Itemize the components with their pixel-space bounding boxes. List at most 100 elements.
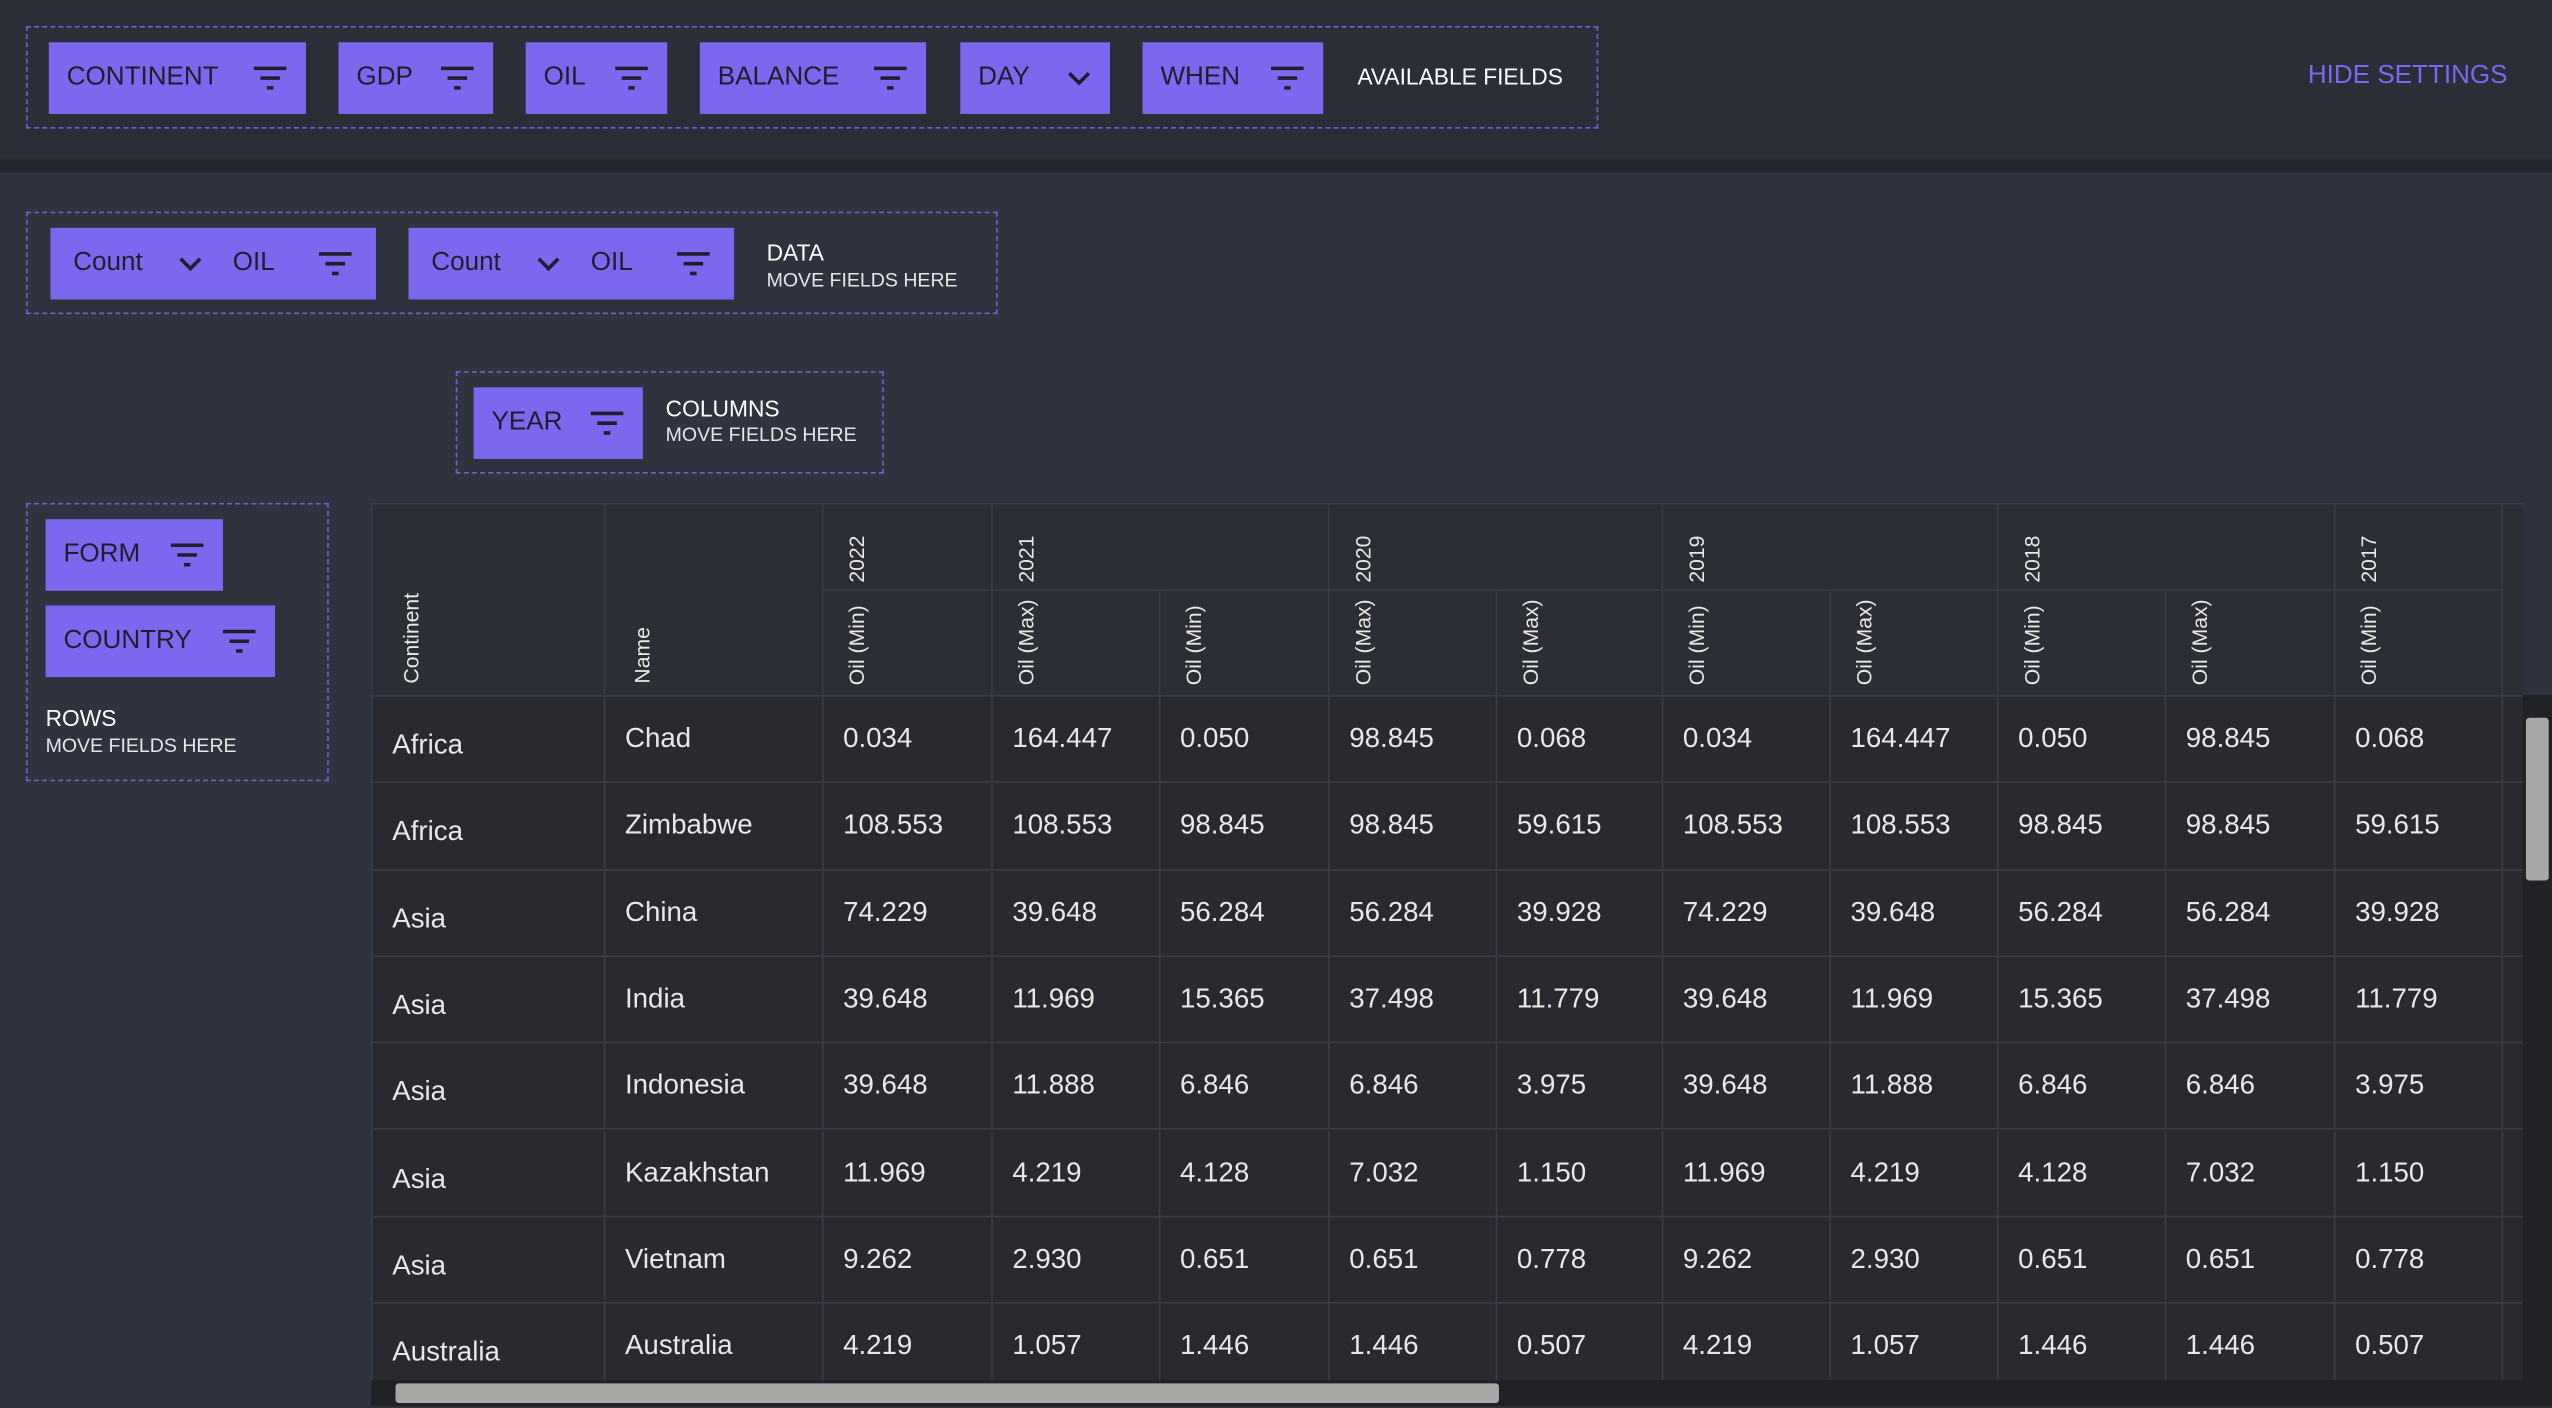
field-chip[interactable]: BALANCE — [699, 42, 927, 114]
value-cell: 74.229 — [823, 870, 993, 957]
year-header: 2019 — [1663, 504, 1999, 591]
year-label: 2017 — [2356, 535, 2382, 583]
year-header: 2020 — [1329, 504, 1664, 591]
cell-stub — [2503, 1044, 2523, 1131]
value-cell: 6.846 — [2166, 1043, 2336, 1131]
aggregation: Count — [431, 249, 501, 277]
field-chip[interactable]: DAY — [960, 42, 1110, 114]
value-cell: 0.068 — [2335, 696, 2504, 784]
value-cell: 2.930 — [1830, 1217, 1999, 1304]
measure-header: Oil (Max) — [992, 590, 1161, 697]
zone-hint: MOVE FIELDS HERE — [45, 734, 237, 757]
value-cell: 56.284 — [1329, 870, 1498, 957]
value-cell: 39.648 — [1830, 870, 1999, 957]
year-label: 2022 — [844, 535, 870, 583]
value-cell: 15.365 — [1160, 956, 1330, 1044]
measure-header: Oil (Min) — [1663, 590, 1831, 697]
value-cell: 0.651 — [1160, 1217, 1330, 1304]
value-cell: 108.553 — [1663, 783, 1831, 871]
value-cell: 4.219 — [1663, 1303, 1831, 1381]
cell-stub — [2503, 870, 2523, 957]
field-name: OIL — [543, 63, 586, 92]
value-cell: 1.446 — [1330, 1303, 1498, 1381]
measure-header: Oil (Max) — [1830, 590, 1999, 697]
value-cell: 39.928 — [1497, 870, 1664, 957]
field-name: DAY — [978, 63, 1030, 92]
data-chip[interactable]: Count OIL — [408, 227, 735, 300]
field-chip[interactable]: FORM — [45, 519, 223, 591]
measure-label: Oil (Max) — [1518, 599, 1543, 686]
value-cell: 11.969 — [992, 956, 1161, 1044]
row-label: Asia — [372, 1130, 606, 1218]
value-cell: 11.969 — [1663, 1130, 1831, 1218]
field-name: WHEN — [1160, 63, 1241, 92]
zone-label: COLUMNS — [665, 395, 780, 422]
cell-stub — [2503, 1304, 2523, 1380]
row-label: China — [605, 870, 824, 957]
rows-zone — [26, 502, 329, 782]
measure-label: Oil (Max) — [1350, 599, 1376, 686]
field-chip[interactable]: WHEN — [1142, 42, 1324, 114]
value-cell: 0.651 — [2166, 1217, 2336, 1304]
value-cell: 37.498 — [2166, 956, 2336, 1044]
field-name: YEAR — [491, 408, 563, 437]
field-chip[interactable]: COUNTRY — [45, 605, 276, 678]
zone-hint: MOVE FIELDS HERE — [665, 423, 857, 446]
row-label: Kazakhstan — [605, 1130, 824, 1218]
aggregation: Count — [73, 249, 143, 277]
cell-stub — [2503, 957, 2523, 1044]
value-cell: 11.969 — [1830, 956, 1999, 1044]
value-cell: 1.150 — [2335, 1130, 2504, 1218]
value-cell: 1.057 — [993, 1303, 1161, 1381]
field-chip[interactable]: OIL — [525, 42, 668, 114]
value-cell: 15.365 — [1998, 956, 2167, 1044]
field-name: COUNTRY — [63, 626, 192, 655]
row-label: Asia — [372, 1043, 606, 1131]
measure-header: Oil (Max) — [2166, 590, 2336, 697]
value-cell: 1.057 — [1831, 1303, 1999, 1381]
value-cell: 39.648 — [1663, 956, 1831, 1044]
value-cell: 0.651 — [1998, 1217, 2167, 1304]
value-cell: 3.975 — [2335, 1043, 2504, 1131]
measure-header: Oil (Min) — [1998, 590, 2167, 697]
value-cell: 3.975 — [1497, 1043, 1664, 1131]
value-cell: 108.553 — [992, 783, 1161, 871]
year-label: 2019 — [1684, 535, 1709, 583]
row-label: Vietnam — [605, 1217, 824, 1304]
value-cell: 6.846 — [1998, 1043, 2167, 1131]
field-chip[interactable]: CONTINENT — [48, 42, 306, 114]
cell-stub — [2503, 1217, 2523, 1304]
field-chip[interactable]: YEAR — [473, 387, 643, 459]
value-cell: 4.219 — [1830, 1130, 1999, 1218]
year-header: 2021 — [992, 504, 1330, 591]
chevron-icon — [537, 257, 560, 272]
value-cell: 0.034 — [1663, 696, 1831, 784]
filter-icon — [318, 252, 352, 276]
cell-stub — [2503, 697, 2523, 784]
hide-settings[interactable]: HIDE SETTINGS — [2307, 61, 2508, 90]
value-cell: 9.262 — [1663, 1217, 1831, 1304]
value-cell: 4.128 — [1160, 1130, 1330, 1218]
data-chip[interactable]: Count OIL — [50, 227, 376, 300]
value-cell: 39.648 — [823, 956, 993, 1044]
value-cell: 56.284 — [2166, 870, 2336, 957]
value-cell: 6.846 — [1160, 1043, 1330, 1131]
value-cell: 4.219 — [824, 1303, 993, 1381]
h-thumb[interactable] — [395, 1383, 1499, 1403]
value-cell: 0.651 — [1329, 1217, 1498, 1304]
available-zone — [26, 26, 1599, 129]
field-chip[interactable]: GDP — [338, 42, 494, 114]
value-cell: 98.845 — [2166, 696, 2336, 784]
measure-header: Oil (Min) — [2335, 590, 2504, 697]
value-cell: 98.845 — [1329, 696, 1498, 784]
v-thumb[interactable] — [2525, 717, 2549, 881]
value-cell: 0.050 — [1998, 696, 2167, 784]
value-cell: 7.032 — [1329, 1130, 1498, 1218]
row-label: Asia — [372, 956, 606, 1044]
measure-label: Oil (Min) — [2019, 605, 2045, 686]
filter-icon — [590, 411, 624, 435]
value-cell: 11.888 — [992, 1043, 1161, 1131]
chevron-icon — [179, 257, 202, 272]
cell-stub — [2503, 1130, 2523, 1218]
